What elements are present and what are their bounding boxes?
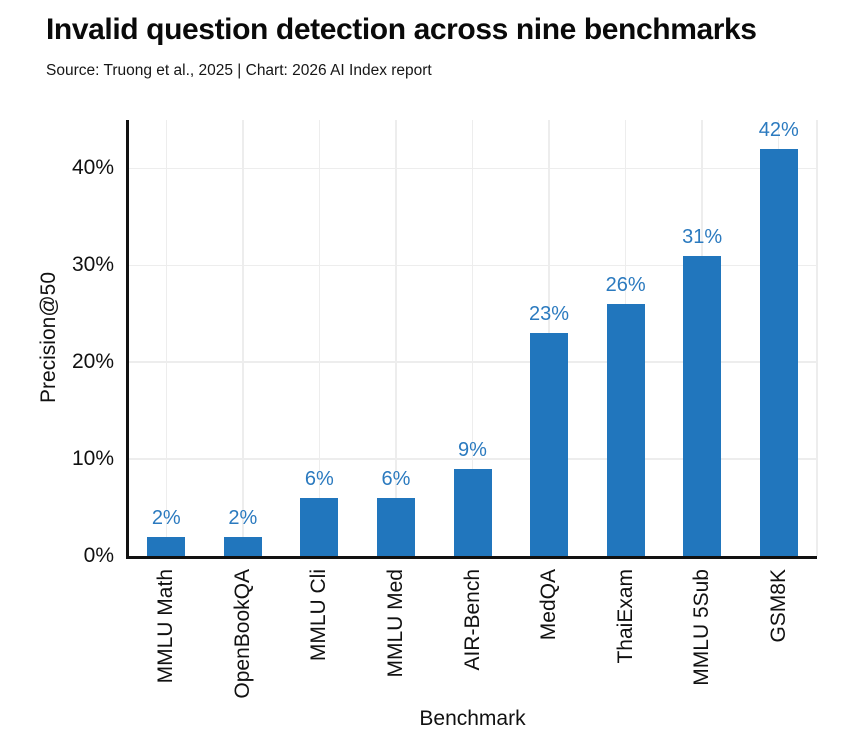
bar-value-label: 23% — [529, 303, 570, 326]
plot-area: 2% 2% 6% 6% 9% 23% 26% 31% 42% — [128, 119, 818, 556]
x-tick-labels: MMLU Math OpenBookQA MMLU Cli MMLU Med AIR-B… — [128, 569, 817, 719]
bar-value-label: 6% — [304, 467, 334, 490]
bar — [223, 536, 262, 556]
bar-value-label: 31% — [682, 225, 723, 248]
bar — [606, 304, 645, 556]
bar — [453, 468, 492, 556]
bar-value-label: 2% — [151, 506, 181, 529]
x-tick-label: OpenBookQA — [230, 569, 254, 699]
v-gridline — [318, 120, 321, 556]
v-gridline — [165, 120, 168, 556]
bar-value-label: 2% — [228, 506, 258, 529]
x-axis-title: Benchmark — [419, 707, 526, 730]
x-tick-label: MMLU 5Sub — [690, 569, 714, 686]
y-tick-label: 20% — [71, 350, 114, 374]
x-tick-label: ThaiExam — [613, 569, 637, 664]
x-tick-label: AIR-Bench — [460, 569, 484, 671]
bar — [759, 149, 798, 556]
v-gridline — [395, 120, 397, 556]
v-gridline — [816, 120, 818, 556]
x-tick-label: MMLU Math — [154, 569, 178, 684]
y-tick-label: 40% — [71, 156, 114, 180]
x-tick-label: MedQA — [537, 569, 561, 641]
bar-value-label: 9% — [458, 438, 487, 461]
x-tick-label: MMLU Cli — [307, 569, 331, 662]
bar-value-label: 6% — [381, 467, 411, 490]
y-axis-line — [126, 120, 129, 559]
v-gridline — [242, 120, 244, 556]
x-tick-label: GSM8K — [766, 569, 790, 643]
bar-value-label: 42% — [758, 119, 799, 142]
bar — [147, 536, 186, 556]
bar — [376, 497, 415, 556]
x-tick-label: MMLU Med — [383, 569, 407, 678]
v-gridline — [471, 120, 474, 556]
y-tick-label: 0% — [83, 544, 114, 567]
page-title: Invalid question detection across nine b… — [46, 13, 757, 46]
y-tick-labels: 0% 10% 20% 30% 40% — [0, 120, 114, 567]
bar — [530, 333, 569, 556]
page-subtitle: Source: Truong et al., 2025 | Chart: 202… — [46, 62, 432, 79]
bar — [683, 255, 722, 556]
bar-value-label: 26% — [605, 274, 646, 297]
bar — [300, 497, 339, 556]
x-axis-line — [126, 556, 817, 559]
y-tick-label: 10% — [71, 447, 114, 471]
y-tick-label: 30% — [71, 253, 114, 277]
